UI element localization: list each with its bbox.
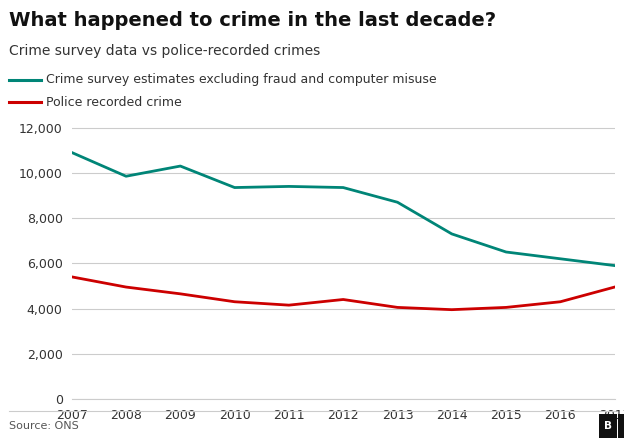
Text: Police recorded crime: Police recorded crime xyxy=(46,95,182,109)
Text: B: B xyxy=(623,421,624,431)
Text: Crime survey estimates excluding fraud and computer misuse: Crime survey estimates excluding fraud a… xyxy=(46,73,436,87)
Text: What happened to crime in the last decade?: What happened to crime in the last decad… xyxy=(9,11,497,30)
Text: Source: ONS: Source: ONS xyxy=(9,421,79,431)
Text: Crime survey data vs police-recorded crimes: Crime survey data vs police-recorded cri… xyxy=(9,44,321,59)
Text: B: B xyxy=(604,421,612,431)
